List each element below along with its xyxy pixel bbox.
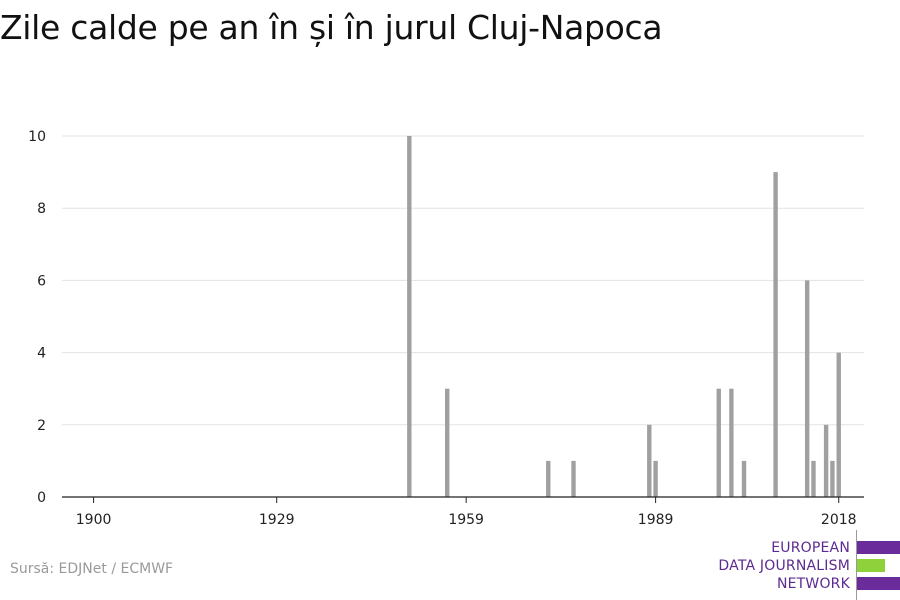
bar-1999[interactable] <box>716 388 721 497</box>
bar-2001[interactable] <box>729 388 734 497</box>
logo-text-european: EUROPEAN <box>771 540 850 556</box>
bar-1988[interactable] <box>647 424 652 497</box>
y-tick-label-10: 10 <box>28 129 46 145</box>
bar-1956[interactable] <box>445 388 450 497</box>
chart-title: Zile calde pe an în și în jurul Cluj-Nap… <box>0 8 663 47</box>
bar-2014[interactable] <box>811 460 816 497</box>
bar-2003[interactable] <box>741 460 747 497</box>
bar-2016[interactable] <box>823 424 829 497</box>
logo-divider <box>856 530 857 600</box>
bar-1972[interactable] <box>546 460 551 497</box>
x-tick-label-1959: 1959 <box>448 512 484 528</box>
bar-2018[interactable] <box>836 352 841 497</box>
edjnet-logo[interactable]: EUROPEAN DATA JOURNALISM NETWORK <box>700 530 900 600</box>
bar-1989[interactable] <box>653 460 658 497</box>
bar-1950[interactable] <box>407 136 412 497</box>
y-tick-label-8: 8 <box>37 201 46 217</box>
y-tick-label-0: 0 <box>37 490 46 506</box>
x-tick-label-1900: 1900 <box>76 512 112 528</box>
bar-2008[interactable] <box>773 172 778 497</box>
x-tick-label-1929: 1929 <box>259 512 295 528</box>
grid-lines <box>62 135 864 426</box>
logo-bar-green <box>857 559 885 572</box>
y-tick-label-4: 4 <box>37 346 46 362</box>
logo-bar-purple-bottom <box>857 577 900 590</box>
x-tick-label-2018: 2018 <box>821 512 857 528</box>
bar-1976[interactable] <box>571 460 576 497</box>
y-tick-label-6: 6 <box>37 273 46 289</box>
logo-bar-purple-top <box>857 541 900 554</box>
y-tick-label-2: 2 <box>37 418 46 434</box>
bar-2017[interactable] <box>830 460 835 497</box>
source-note: Sursă: EDJNet / ECMWF <box>10 561 174 577</box>
x-tick-label-1989: 1989 <box>638 512 674 528</box>
logo-text-network: NETWORK <box>776 576 850 592</box>
tick-labels: 0 2 4 6 8 10 1900 1929 1959 1989 2018 <box>28 129 856 528</box>
bar-2013[interactable] <box>804 280 810 497</box>
bars <box>407 136 841 497</box>
logo-text-data-journalism: DATA JOURNALISM <box>718 558 850 574</box>
